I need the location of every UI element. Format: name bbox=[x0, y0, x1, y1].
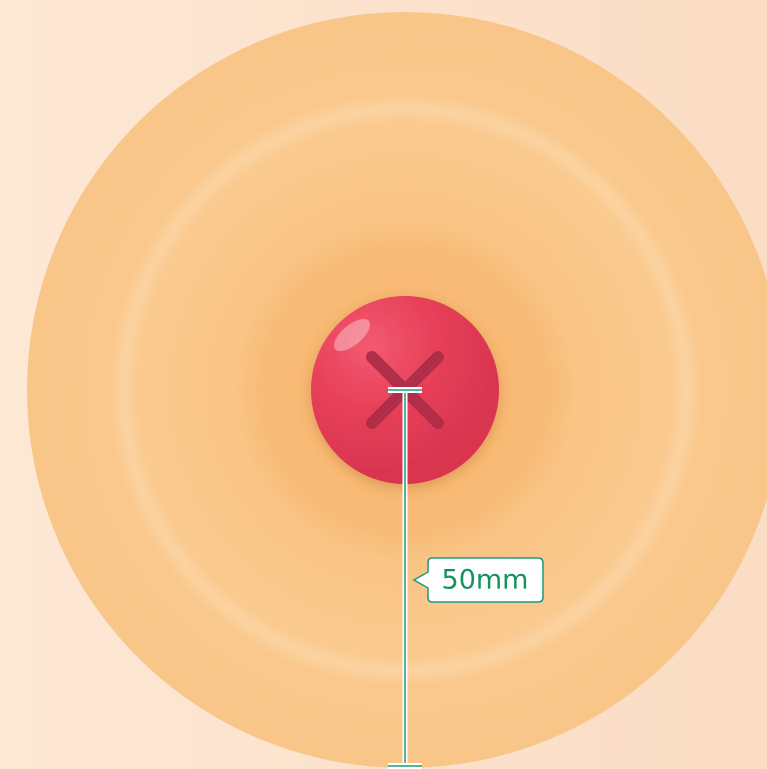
page: {"measurement": {"label": "50mm"}} bbox=[0, 0, 767, 769]
measurement-label: 50mm bbox=[442, 565, 529, 596]
illustration: 50mm bbox=[0, 0, 767, 769]
